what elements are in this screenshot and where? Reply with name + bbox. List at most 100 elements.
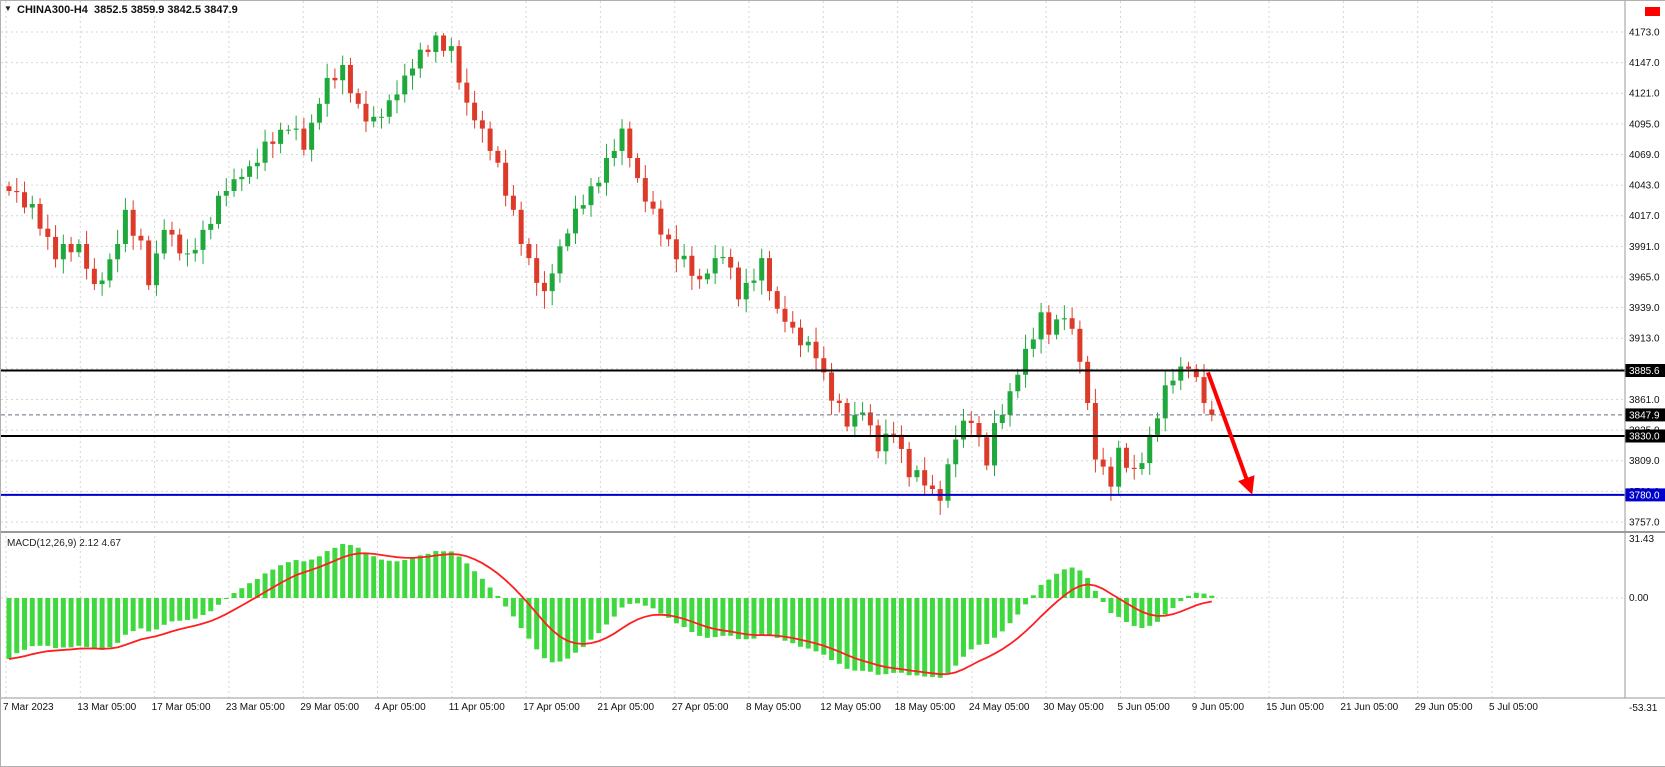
candle-body [363, 104, 368, 122]
symbol-dropdown-icon[interactable]: ▼ [4, 5, 12, 13]
candle-body [751, 281, 756, 283]
candle-body [876, 425, 881, 451]
time-tick-label: 5 Jun 05:00 [1118, 702, 1171, 713]
candle-body [503, 163, 508, 196]
candle-body [433, 36, 438, 52]
candle-body [177, 235, 182, 254]
candle-body [146, 240, 151, 285]
candle-body [907, 449, 912, 477]
price-tick-label: 4147.0 [1629, 58, 1660, 69]
candle-body [224, 191, 229, 196]
candle-body [1054, 319, 1059, 334]
candle-body [395, 94, 400, 100]
price-tick-label: 3757.0 [1629, 517, 1660, 528]
candle-body [581, 205, 586, 209]
price-tag-label: 3847.9 [1629, 410, 1660, 421]
time-tick-label: 8 May 05:00 [746, 702, 801, 713]
candle-body [495, 151, 500, 163]
candle-body [309, 123, 314, 150]
candle-body [682, 256, 687, 260]
down-arrow-annotation[interactable] [1208, 372, 1251, 490]
candle-body [325, 78, 330, 104]
candle-body [767, 258, 772, 291]
candle-body [1093, 403, 1098, 460]
candle-body [1085, 362, 1090, 403]
candle-body [301, 129, 306, 150]
candle-body [1015, 375, 1020, 391]
price-tick-label: 4095.0 [1629, 119, 1660, 130]
candle-body [914, 470, 919, 477]
candle-body [1147, 435, 1152, 463]
candle-body [806, 342, 811, 346]
candle-body [573, 209, 578, 234]
candle-body [449, 46, 454, 51]
candle-body [775, 291, 780, 309]
candle-body [239, 177, 244, 179]
price-tick-label: 4121.0 [1629, 89, 1660, 100]
candle-body [643, 178, 648, 202]
candle-body [728, 257, 733, 268]
time-tick-label: 21 Apr 05:00 [597, 702, 654, 713]
price-tick-label: 3861.0 [1629, 395, 1660, 406]
candle-body [387, 100, 392, 116]
candle-body [922, 470, 927, 485]
candle-body [596, 183, 601, 187]
candle-body [542, 283, 547, 291]
macd-tick-label: 31.43 [1629, 534, 1654, 545]
candle-body [992, 423, 997, 465]
macd-tick-label: 0.00 [1629, 593, 1649, 604]
candle-body [154, 253, 159, 285]
time-tick-label: 21 Jun 05:00 [1340, 702, 1398, 713]
candle-body [589, 186, 594, 205]
candle-body [115, 244, 120, 259]
candle-body [1062, 318, 1067, 319]
candle-body [294, 129, 299, 130]
candle-body [550, 273, 555, 291]
candle-body [402, 76, 407, 95]
time-tick-label: 13 Mar 05:00 [77, 702, 136, 713]
candle-body [674, 239, 679, 259]
candle-body [488, 129, 493, 151]
candle-body [464, 83, 469, 103]
candle-body [565, 233, 570, 246]
candle-body [798, 328, 803, 346]
time-tick-label: 27 Apr 05:00 [672, 702, 729, 713]
candle-body [1124, 448, 1129, 468]
price-tick-label: 3809.0 [1629, 456, 1660, 467]
candle-body [162, 230, 167, 254]
candle-body [1171, 381, 1176, 386]
candle-body [53, 237, 58, 259]
candle-body [1186, 367, 1191, 369]
time-tick-label: 23 Mar 05:00 [226, 702, 285, 713]
candle-body [317, 104, 322, 123]
candle-body [604, 158, 609, 183]
candle-body [201, 230, 206, 250]
candle-body [185, 253, 190, 254]
grid [1, 1, 1625, 698]
candle-body [263, 142, 268, 163]
candle-body [829, 372, 834, 400]
candle-body [852, 415, 857, 427]
price-tick-label: 3913.0 [1629, 334, 1660, 345]
candle-body [379, 117, 384, 118]
candle-body [22, 192, 27, 207]
price-tag-label: 3830.0 [1629, 431, 1660, 442]
time-tick-label: 24 May 05:00 [969, 702, 1030, 713]
candle-body [255, 163, 260, 167]
price-tick-label: 3939.0 [1629, 303, 1660, 314]
candle-body [930, 485, 935, 489]
candle-body [232, 179, 237, 191]
candle-body [790, 322, 795, 328]
candle-body [705, 273, 710, 279]
candle-body [278, 130, 283, 144]
price-tick-label: 4069.0 [1629, 150, 1660, 161]
top-right-red-marker [1645, 7, 1660, 16]
candle-body [45, 229, 50, 237]
candle-body [1000, 415, 1005, 423]
price-tick-label: 3991.0 [1629, 242, 1660, 253]
candle-body [1209, 409, 1214, 414]
candle-body [332, 78, 337, 80]
time-tick-label: 17 Mar 05:00 [152, 702, 211, 713]
